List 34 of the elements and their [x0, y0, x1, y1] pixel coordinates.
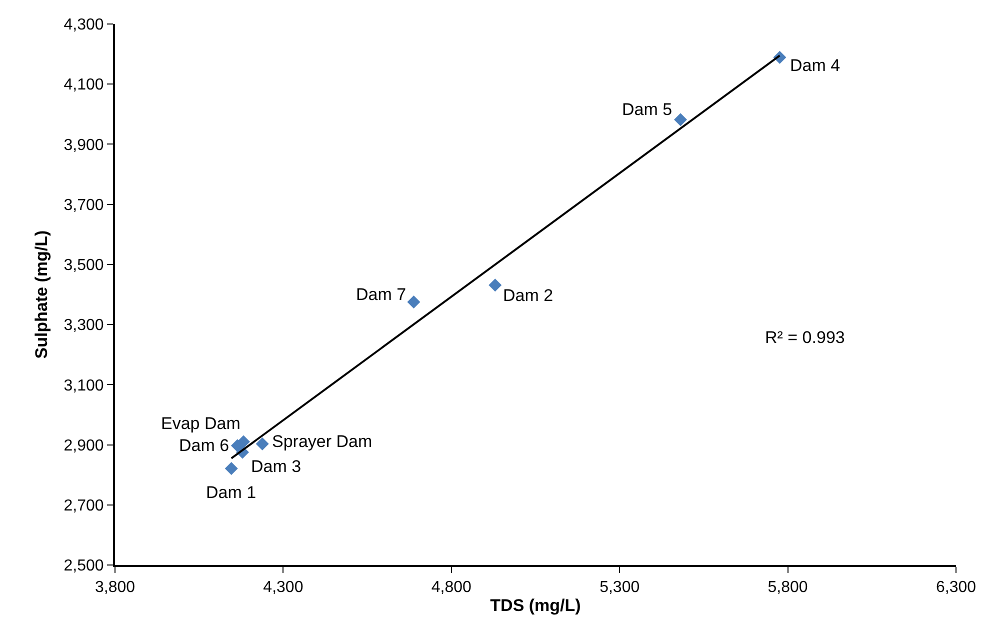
annotation: Dam 4: [790, 56, 840, 75]
point: [224, 462, 238, 476]
annotation: Dam 5: [622, 100, 672, 119]
y-tick-label: 4,300: [64, 16, 104, 34]
point: [407, 296, 420, 309]
y-axis-title: Sulphate (mg/L): [32, 230, 51, 359]
x-tick-label: 5,800: [768, 579, 808, 596]
annotation: Dam 6: [179, 436, 230, 455]
point: [674, 113, 687, 126]
annotation: R² = 0.993: [765, 328, 845, 347]
y-tick-label: 2,500: [64, 558, 104, 575]
point: [256, 437, 269, 450]
annotation: Sprayer Dam: [272, 432, 372, 451]
y-tick-label: 3,100: [64, 377, 104, 394]
y-tick-label: 3,900: [64, 136, 104, 154]
annotation: Dam 3: [251, 457, 302, 476]
y-tick-label: 3,700: [64, 196, 104, 214]
y-tick-label: 2,700: [64, 497, 104, 514]
x-tick-label: 4,800: [431, 579, 472, 596]
point: [488, 278, 502, 292]
point: [230, 439, 244, 452]
x-tick-label: 5,300: [600, 579, 640, 596]
annotation: Dam 1: [206, 483, 256, 502]
y-tick-label: 4,100: [64, 76, 104, 94]
annotation: Evap Dam: [161, 414, 240, 433]
x-axis-title: TDS (mg/L): [490, 596, 581, 616]
x-tick-label: 6,300: [936, 579, 976, 596]
y-tick-label: 2,900: [64, 437, 104, 454]
x-tick-label: 3,800: [94, 579, 136, 596]
annotation: Dam 2: [503, 286, 554, 305]
y-tick-label: 3,300: [64, 317, 104, 334]
x-tick-label: 4,300: [263, 579, 304, 596]
y-tick-label: 3,500: [64, 257, 104, 274]
annotation: Dam 7: [356, 285, 406, 304]
